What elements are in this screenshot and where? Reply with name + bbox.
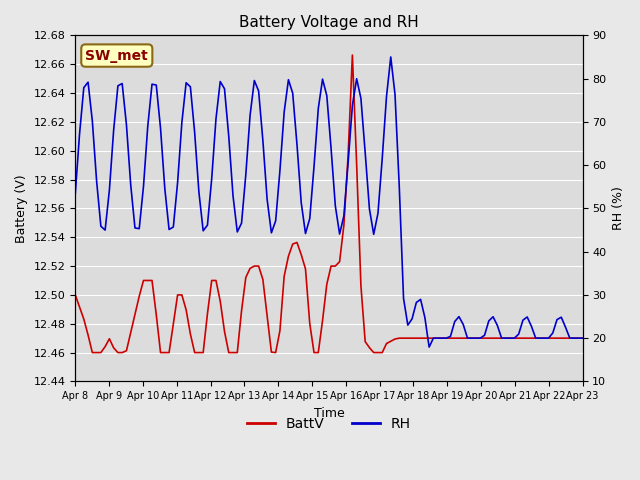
Line: RH: RH [76, 57, 582, 347]
BattV [481, 335, 488, 341]
BattV [362, 339, 369, 345]
BattV [349, 52, 356, 58]
RH [387, 54, 395, 60]
RH [579, 335, 586, 341]
BattV [72, 292, 79, 298]
BattV [429, 335, 437, 341]
RH [481, 332, 488, 338]
Y-axis label: Battery (V): Battery (V) [15, 174, 28, 243]
Legend: BattV, RH: BattV, RH [241, 412, 417, 437]
RH [208, 176, 216, 181]
RH [426, 344, 433, 350]
BattV [212, 277, 220, 283]
Line: BattV: BattV [76, 55, 582, 353]
RH [570, 335, 578, 341]
Title: Battery Voltage and RH: Battery Voltage and RH [239, 15, 419, 30]
RH [178, 120, 186, 125]
Y-axis label: RH (%): RH (%) [612, 186, 625, 230]
Text: SW_met: SW_met [85, 48, 148, 62]
X-axis label: Time: Time [314, 407, 344, 420]
RH [353, 76, 360, 82]
BattV [579, 335, 586, 341]
BattV [182, 307, 190, 312]
BattV [570, 335, 578, 341]
BattV [88, 350, 96, 356]
RH [72, 191, 79, 197]
RH [429, 335, 437, 341]
